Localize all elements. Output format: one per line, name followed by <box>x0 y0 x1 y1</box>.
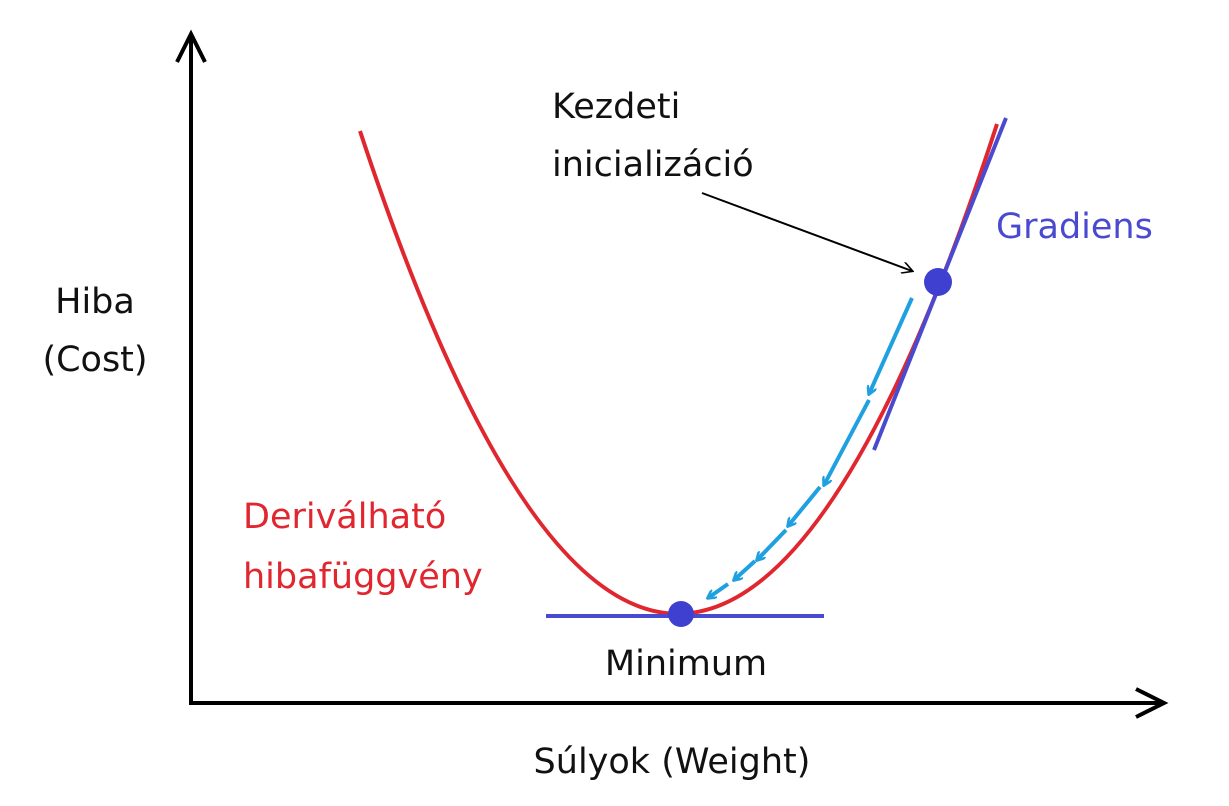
x-axis-arrow-icon <box>1135 687 1169 719</box>
minimum-point <box>668 601 694 627</box>
function-label-line1: Deriválható <box>243 497 446 537</box>
minimum-label: Minimum <box>605 644 767 684</box>
y-axis-arrow-icon <box>175 29 207 63</box>
gradient-label: Gradiens <box>996 207 1153 247</box>
cost-curve <box>358 123 999 616</box>
descent-step-arrow-icon <box>757 528 788 560</box>
start-label-line2: inicializáció <box>552 145 754 185</box>
descent-step-arrow-icon <box>824 399 871 485</box>
start-point <box>924 268 952 296</box>
descent-step-arrow-icon <box>869 297 914 394</box>
y-axis-label-line1: Hiba <box>55 282 135 322</box>
y-axis <box>175 29 207 703</box>
start-label-line1: Kezdeti <box>552 87 680 127</box>
function-label-line2: hibafüggvény <box>243 557 483 597</box>
x-axis <box>189 687 1169 719</box>
x-axis-label: Súlyok (Weight) <box>534 742 811 782</box>
descent-step-arrow-icon <box>708 582 730 598</box>
descent-steps <box>708 297 914 598</box>
start-pointer-arrow-icon <box>701 192 912 271</box>
descent-step-arrow-icon <box>734 559 757 580</box>
y-axis-label-line2: (Cost) <box>42 340 147 380</box>
descent-step-arrow-icon <box>788 485 822 526</box>
